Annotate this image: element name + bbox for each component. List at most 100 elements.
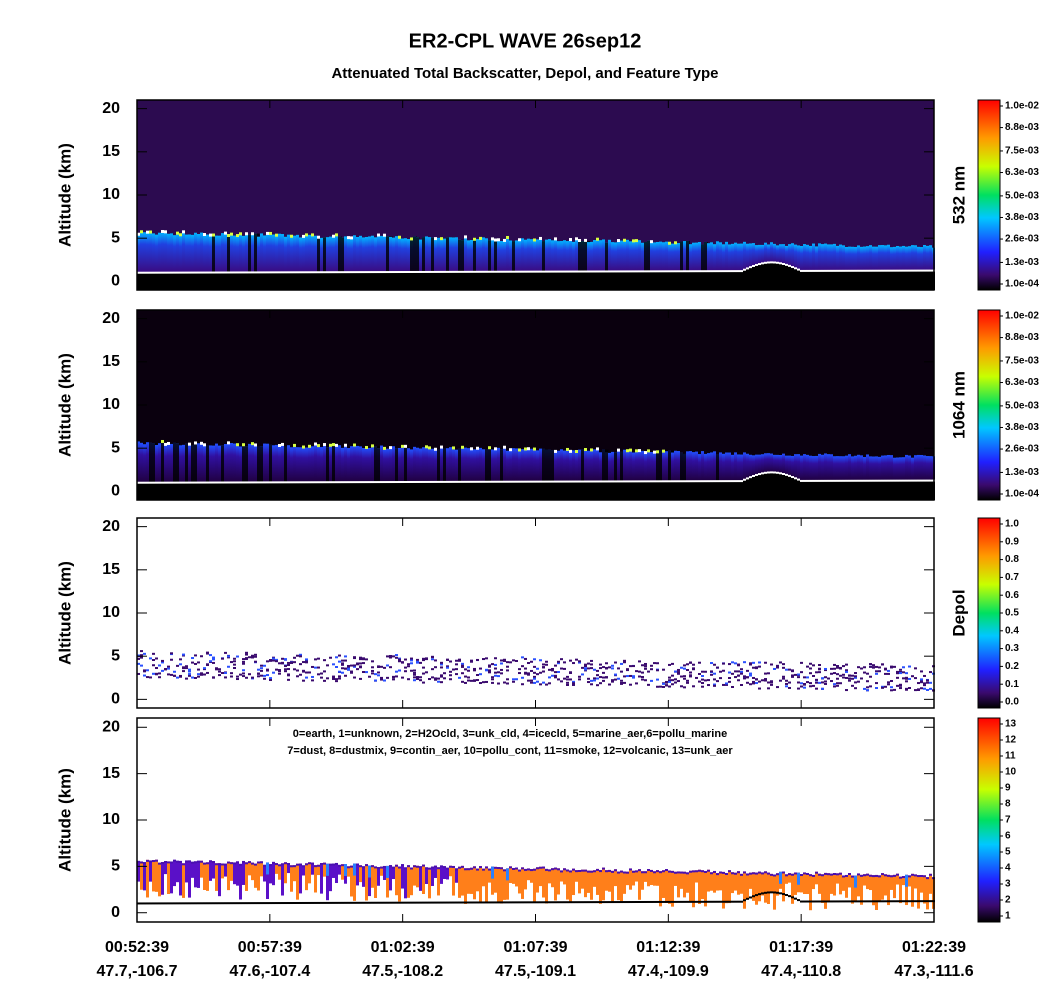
ground-return: [842, 479, 845, 482]
depol-pixel: [251, 654, 254, 657]
feature-top: [536, 867, 539, 870]
depol-pixel: [161, 669, 164, 672]
colorbar-tick-label: 12: [1005, 735, 1017, 746]
depol-pixel: [557, 678, 560, 681]
aerosol-layer: [323, 445, 326, 483]
aerosol-layer: [776, 245, 779, 263]
feature-column: [251, 862, 254, 881]
aerosol-layer: [803, 244, 806, 271]
ground: [713, 481, 716, 500]
cloud-top: [161, 439, 164, 443]
ground: [320, 482, 323, 500]
ground-return: [509, 270, 512, 273]
earth-return: [560, 901, 563, 904]
ground-return: [140, 271, 143, 274]
cloud-top: [476, 446, 479, 450]
feature-top: [350, 865, 353, 868]
aerosol-layer: [917, 454, 920, 481]
ground: [554, 271, 557, 290]
cloud-top: [332, 443, 335, 447]
ground: [167, 272, 170, 290]
ground-return: [734, 270, 737, 273]
earth-return: [896, 900, 899, 903]
ground: [773, 262, 776, 290]
ground: [308, 482, 311, 500]
feature-top: [320, 863, 323, 866]
ground-return: [422, 270, 425, 273]
ground: [533, 481, 536, 500]
feature-top: [143, 862, 146, 865]
aerosol-layer: [788, 244, 791, 266]
ground-return: [143, 481, 146, 484]
earth-return: [194, 902, 197, 905]
feature-top: [662, 870, 665, 873]
colorbar-tick-label: 0.8: [1005, 554, 1019, 565]
colorbar-tick-label: 1.3e-03: [1005, 257, 1039, 268]
depol-pixel: [686, 681, 689, 684]
depol-pixel: [869, 675, 872, 678]
ground: [362, 272, 365, 290]
ground: [752, 265, 755, 290]
depol-pixel: [281, 662, 284, 665]
depol-pixel: [497, 671, 500, 674]
aerosol-layer: [482, 449, 485, 482]
ground: [446, 481, 449, 500]
feature-column: [413, 865, 416, 886]
aerosol-layer: [827, 454, 830, 481]
earth-return: [833, 900, 836, 903]
feature-column: [764, 871, 767, 903]
cloud-shadow: [542, 241, 548, 272]
depol-pixel: [494, 671, 497, 674]
depol-pixel: [140, 664, 143, 667]
ground: [728, 271, 731, 290]
earth-return: [350, 901, 353, 904]
aerosol-layer: [740, 243, 743, 272]
ground-return: [188, 481, 191, 484]
ground-return: [593, 480, 596, 483]
aerosol-layer: [212, 445, 215, 483]
earth-return: [698, 900, 701, 903]
depol-pixel: [191, 657, 194, 660]
feature-column: [788, 873, 791, 883]
ground: [713, 271, 716, 290]
depol-pixel: [449, 660, 452, 663]
depol-pixel: [842, 673, 845, 676]
cloud-shadow: [488, 240, 494, 272]
ground: [569, 271, 572, 290]
feature-top: [707, 869, 710, 872]
feature-top: [359, 865, 362, 868]
aerosol-layer: [209, 445, 212, 483]
feature-top: [254, 863, 257, 866]
feature-column: [752, 872, 755, 901]
depol-pixel: [407, 663, 410, 666]
depol-pixel: [551, 669, 554, 672]
depol-pixel: [851, 677, 854, 680]
ground: [461, 271, 464, 290]
depol-pixel: [143, 652, 146, 655]
aerosol-layer: [878, 245, 881, 271]
feature-column: [647, 869, 650, 887]
earth-return: [806, 900, 809, 903]
depol-pixel: [422, 657, 425, 660]
depol-pixel: [440, 681, 443, 684]
ground: [371, 482, 374, 500]
ground: [461, 481, 464, 500]
feature-column: [587, 870, 590, 893]
feature-column: [299, 863, 302, 894]
ground-return: [269, 271, 272, 274]
feature-column: [650, 869, 653, 885]
cloud-shadow: [647, 240, 652, 272]
ground-return: [668, 270, 671, 273]
aerosol-layer: [641, 450, 644, 482]
ground: [584, 271, 587, 290]
depol-pixel: [638, 675, 641, 678]
feature-top: [233, 862, 236, 865]
feature-column: [317, 864, 320, 876]
feature-top: [851, 875, 854, 878]
cloud-top: [179, 233, 182, 237]
ground: [302, 272, 305, 290]
feature-column: [596, 868, 599, 895]
ground: [359, 272, 362, 290]
ground: [701, 271, 704, 290]
